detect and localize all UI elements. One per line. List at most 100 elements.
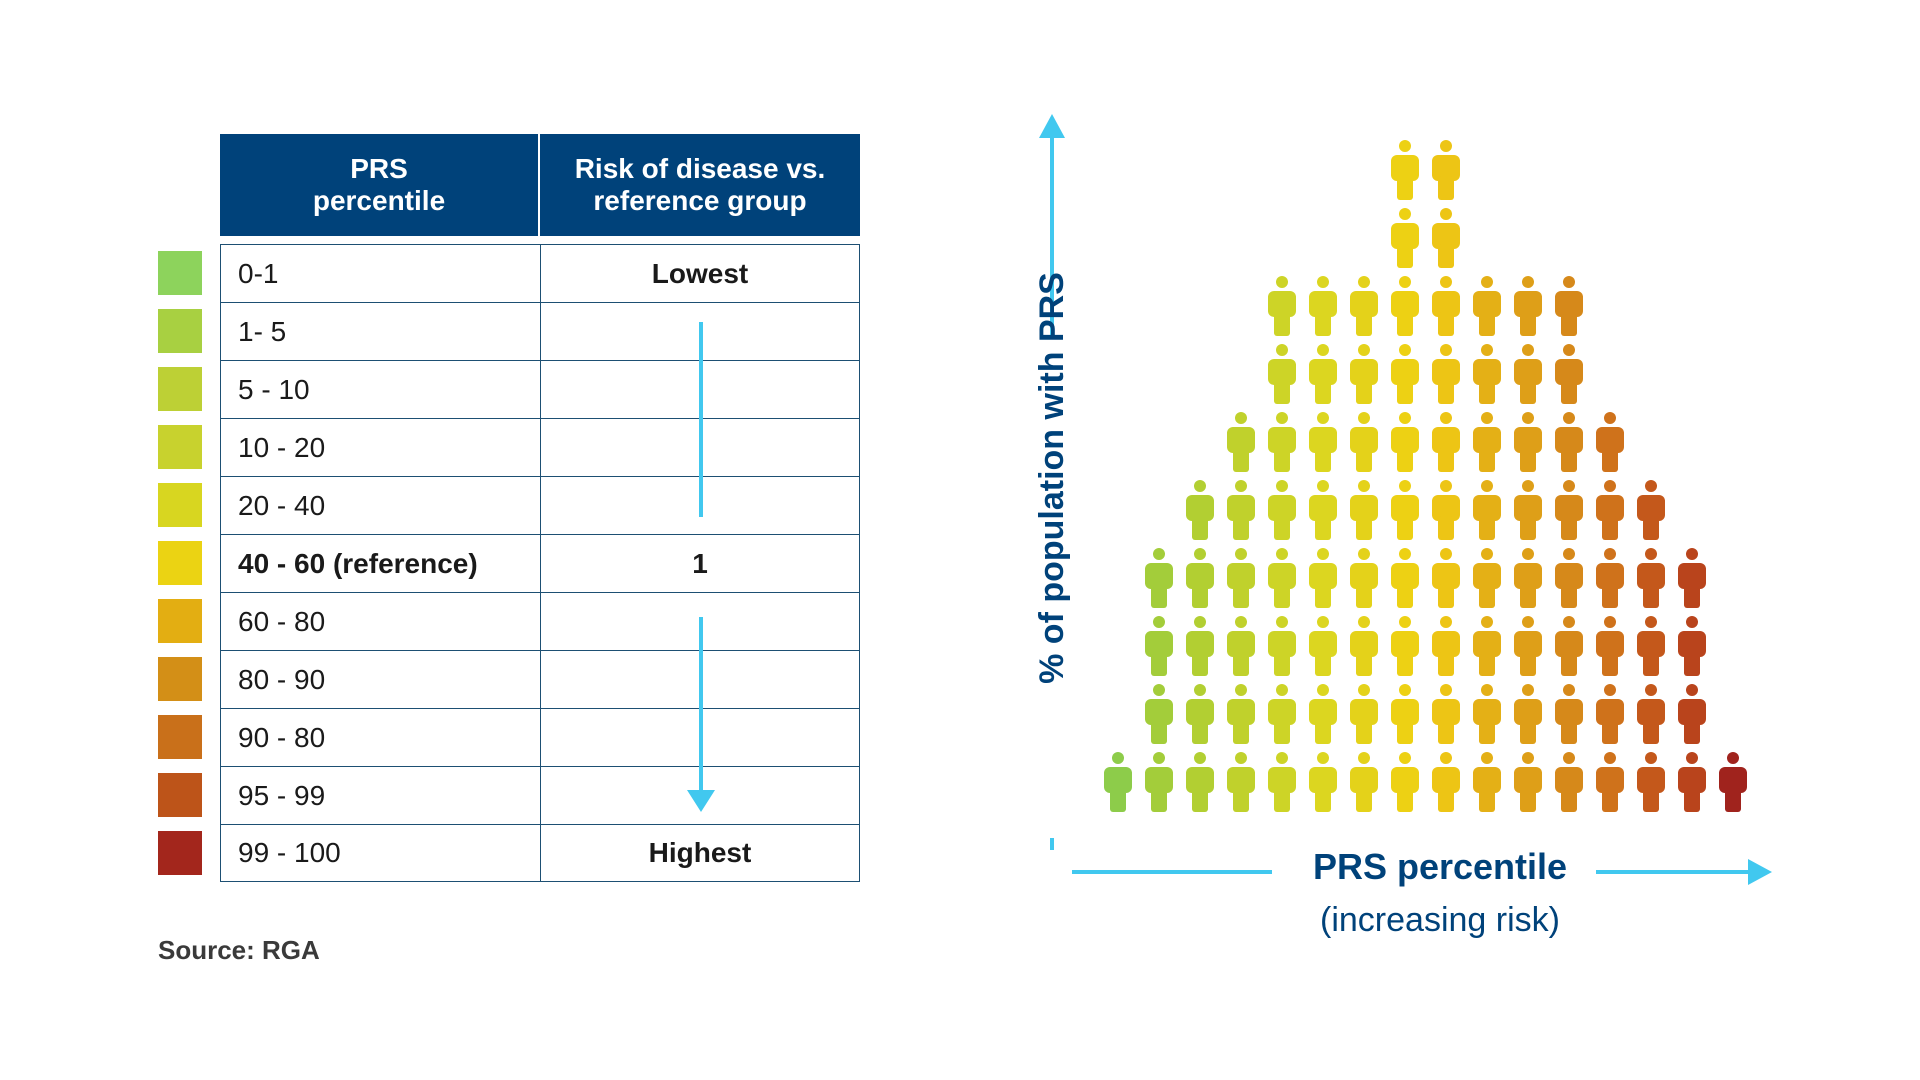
risk-cell xyxy=(540,476,860,534)
x-axis-label: PRS percentile xyxy=(1312,846,1568,887)
person-icon xyxy=(1268,344,1296,404)
color-swatch xyxy=(158,309,202,353)
person-icon xyxy=(1145,684,1173,744)
risk-cell xyxy=(540,360,860,418)
person-icon xyxy=(1473,752,1501,812)
person-icon xyxy=(1596,752,1624,812)
person-icon xyxy=(1391,480,1419,540)
person-icon xyxy=(1678,752,1706,812)
person-icon xyxy=(1350,344,1378,404)
person-icon xyxy=(1104,752,1132,812)
person-icon xyxy=(1678,684,1706,744)
person-icon xyxy=(1596,616,1624,676)
person-icon xyxy=(1186,548,1214,608)
percentile-cell: 1- 5 xyxy=(220,302,540,360)
person-icon xyxy=(1514,548,1542,608)
person-icon xyxy=(1350,548,1378,608)
person-icon xyxy=(1432,412,1460,472)
table-row: 20 - 40 xyxy=(220,476,860,534)
person-icon xyxy=(1555,616,1583,676)
person-icon xyxy=(1350,752,1378,812)
color-swatch xyxy=(158,831,202,875)
person-icon xyxy=(1555,412,1583,472)
person-icon xyxy=(1596,548,1624,608)
color-swatch xyxy=(158,541,202,585)
person-icon xyxy=(1186,752,1214,812)
person-icon xyxy=(1227,616,1255,676)
prs-risk-table: PRS percentile Risk of disease vs. referen… xyxy=(220,134,860,882)
table-row: 99 - 100 Highest xyxy=(220,824,860,882)
person-icon xyxy=(1473,412,1501,472)
person-icon xyxy=(1473,616,1501,676)
table-row: 60 - 80 xyxy=(220,592,860,650)
person-icon xyxy=(1473,344,1501,404)
risk-cell: Highest xyxy=(540,824,860,882)
person-icon xyxy=(1309,480,1337,540)
percentile-cell: 40 - 60 (reference) xyxy=(220,534,540,592)
person-icon xyxy=(1432,616,1460,676)
person-icon xyxy=(1514,480,1542,540)
table-row: 0-1 Lowest xyxy=(220,244,860,302)
person-icon xyxy=(1637,548,1665,608)
person-icon xyxy=(1227,752,1255,812)
person-icon xyxy=(1432,344,1460,404)
person-icon xyxy=(1186,684,1214,744)
percentile-cell: 60 - 80 xyxy=(220,592,540,650)
prs-table-section: PRS percentile Risk of disease vs. referen… xyxy=(158,134,862,882)
risk-cell xyxy=(540,708,860,766)
person-icon xyxy=(1268,276,1296,336)
person-icon xyxy=(1637,480,1665,540)
person-icon xyxy=(1514,344,1542,404)
person-icon xyxy=(1391,344,1419,404)
person-icon xyxy=(1473,548,1501,608)
person-icon xyxy=(1555,752,1583,812)
person-icon xyxy=(1309,684,1337,744)
color-swatch xyxy=(158,425,202,469)
percentile-cell: 0-1 xyxy=(220,244,540,302)
person-icon xyxy=(1391,752,1419,812)
person-icon xyxy=(1309,412,1337,472)
x-axis-arrow-icon xyxy=(1748,859,1772,885)
percentile-cell: 95 - 99 xyxy=(220,766,540,824)
person-icon xyxy=(1268,684,1296,744)
risk-cell: 1 xyxy=(540,534,860,592)
person-icon xyxy=(1514,752,1542,812)
color-swatch xyxy=(158,773,202,817)
person-icon xyxy=(1514,684,1542,744)
person-icon xyxy=(1432,752,1460,812)
person-icon xyxy=(1268,548,1296,608)
percentile-cell: 20 - 40 xyxy=(220,476,540,534)
person-icon xyxy=(1555,276,1583,336)
person-icon xyxy=(1268,616,1296,676)
person-icon xyxy=(1350,616,1378,676)
person-icon xyxy=(1637,616,1665,676)
person-icon xyxy=(1186,480,1214,540)
person-icon xyxy=(1268,412,1296,472)
person-icon xyxy=(1555,684,1583,744)
person-icon xyxy=(1432,276,1460,336)
person-icon xyxy=(1227,684,1255,744)
color-swatch xyxy=(158,657,202,701)
person-icon xyxy=(1350,412,1378,472)
person-icon xyxy=(1514,412,1542,472)
table-row: 90 - 80 xyxy=(220,708,860,766)
person-icon xyxy=(1268,480,1296,540)
color-swatch xyxy=(158,715,202,759)
table-row: 1- 5 xyxy=(220,302,860,360)
person-icon xyxy=(1514,276,1542,336)
person-icon xyxy=(1596,684,1624,744)
percentile-cell: 5 - 10 xyxy=(220,360,540,418)
header-prs-percentile: PRS percentile xyxy=(220,134,540,236)
person-icon xyxy=(1145,548,1173,608)
person-icon xyxy=(1555,344,1583,404)
header-risk-vs-reference: Risk of disease vs. reference group xyxy=(540,134,860,236)
color-swatch xyxy=(158,483,202,527)
percentile-cell: 80 - 90 xyxy=(220,650,540,708)
person-icon xyxy=(1391,684,1419,744)
x-axis-sublabel: (increasing risk) xyxy=(1320,901,1560,939)
person-icon xyxy=(1432,684,1460,744)
person-icon xyxy=(1678,548,1706,608)
person-icon xyxy=(1555,548,1583,608)
person-icon xyxy=(1637,752,1665,812)
person-icon xyxy=(1145,616,1173,676)
